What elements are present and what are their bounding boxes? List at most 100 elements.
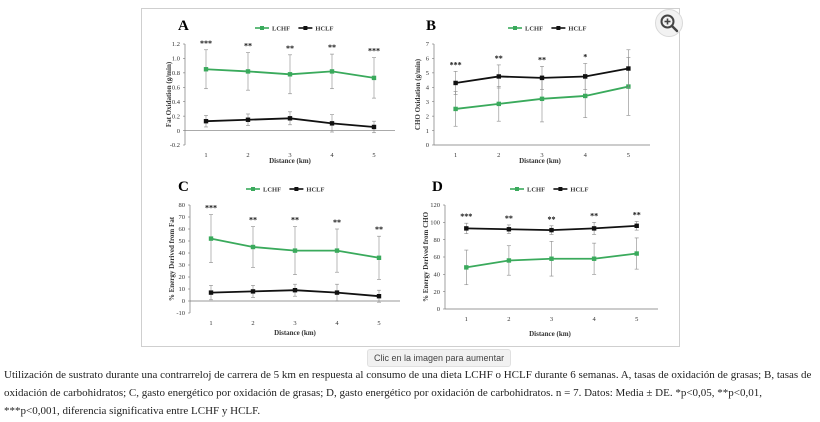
data-point [203, 118, 209, 124]
legend-marker [303, 26, 308, 30]
significance-marker: ** [286, 44, 294, 53]
y-axis-label: % Energy Derived from CHO [422, 211, 430, 302]
legend-marker [294, 187, 299, 191]
x-axis-label: Distance (km) [269, 157, 311, 165]
y-tick-label: 80 [179, 202, 186, 209]
y-tick-label: 60 [179, 226, 186, 233]
y-tick-label: 2 [426, 113, 429, 120]
panel-letter: A [178, 18, 189, 34]
panel-c: C -10 0 10 20 30 40 50 60 70 80 1 2 3 4 5 Distance (km)%… [168, 179, 400, 337]
significance-marker: ** [291, 216, 299, 225]
significance-marker: *** [450, 60, 462, 69]
panel-b: B 0 1 2 3 4 5 6 7 1 2 3 4 5 Distance (km) CHO Oxidation… [414, 18, 650, 165]
y-tick-label: 7 [426, 41, 430, 48]
significance-marker: ** [333, 218, 341, 227]
y-tick-label: 0.6 [172, 84, 181, 91]
y-tick-label: 0 [182, 298, 185, 305]
y-tick-label: 20 [179, 274, 186, 281]
data-point [506, 227, 512, 232]
data-point [634, 223, 639, 228]
significance-marker: ** [505, 214, 513, 223]
data-point [376, 255, 382, 260]
panel-letter: C [178, 179, 189, 195]
y-tick-label: 40 [179, 250, 186, 257]
significance-marker: ** [375, 225, 383, 234]
significance-marker: ** [548, 215, 556, 224]
y-tick-label: 20 [434, 289, 441, 296]
data-point [626, 66, 631, 71]
panel-letter: B [426, 18, 436, 34]
significance-marker: ** [590, 211, 598, 220]
x-tick-label: 1 [454, 152, 457, 159]
y-tick-label: 120 [430, 202, 440, 209]
panel-letter: D [432, 179, 443, 195]
panel-d: D 0 20 40 60 80 100 120 1 2 3 4 5 Distance (km) % Ener… [422, 179, 658, 338]
legend-label: LCHF [263, 186, 281, 193]
data-point [453, 80, 458, 86]
y-axis-label: Fat Oxidation (g/min) [165, 61, 173, 127]
figure-image[interactable] [141, 8, 680, 347]
x-tick-label: 1 [204, 152, 207, 159]
legend-label: LCHF [525, 25, 543, 32]
y-tick-label: 0 [426, 142, 429, 149]
data-point [250, 289, 256, 294]
y-tick-label: -10 [176, 310, 185, 317]
y-tick-label: 30 [179, 262, 186, 269]
y-tick-label: 60 [434, 254, 441, 261]
series-hclf [464, 221, 639, 235]
significance-marker: ** [538, 55, 546, 64]
data-point [287, 72, 293, 77]
data-point [203, 67, 209, 72]
y-tick-label: -0.2 [170, 142, 180, 149]
x-tick-label: 4 [592, 316, 596, 323]
data-point [539, 75, 545, 81]
data-point [287, 116, 293, 121]
y-tick-label: 70 [179, 214, 186, 221]
x-tick-label: 2 [507, 316, 510, 323]
y-tick-label: 0.4 [172, 99, 181, 106]
significance-marker: ** [633, 210, 641, 219]
y-tick-label: 6 [426, 56, 430, 63]
series-lchf [208, 214, 382, 280]
data-point [329, 69, 335, 74]
zoom-in-icon [660, 14, 679, 33]
data-point [591, 226, 597, 231]
x-axis-label: Distance (km) [274, 329, 316, 337]
data-point [591, 256, 597, 261]
significance-marker: *** [205, 204, 217, 213]
legend-marker [558, 187, 563, 191]
data-point [334, 248, 340, 253]
y-axis-label: CHO Oxidation (g/min) [414, 58, 422, 130]
y-tick-label: 50 [179, 238, 186, 245]
data-point [334, 290, 340, 295]
legend: LCHF HCLF [246, 186, 324, 193]
x-axis-label: Distance (km) [529, 330, 571, 338]
y-tick-label: 0.2 [172, 113, 180, 120]
y-tick-label: 1.0 [172, 56, 180, 63]
data-point [245, 69, 251, 74]
data-point [464, 226, 469, 231]
data-point [292, 288, 298, 293]
data-point [464, 265, 469, 270]
x-tick-label: 2 [246, 152, 249, 159]
data-point [371, 75, 377, 81]
significance-marker: *** [460, 212, 472, 221]
series-lchf [203, 49, 377, 99]
significance-marker: ** [328, 43, 336, 52]
zoom-button[interactable] [655, 9, 683, 37]
y-tick-label: 100 [430, 220, 440, 227]
legend-label: HCLF [315, 25, 333, 32]
data-point [549, 227, 554, 233]
data-point [208, 236, 214, 241]
series-hclf [203, 111, 377, 134]
panel-a: A -0.2 0 0.2 0.4 0.6 0.8 1.0 1.2 1 2 3 4 5 Distance (k… [165, 18, 395, 165]
x-axis-label: Distance (km) [519, 157, 561, 165]
significance-marker: * [583, 52, 587, 61]
data-point [549, 256, 554, 261]
x-tick-label: 2 [497, 152, 500, 159]
data-point [329, 121, 335, 126]
y-tick-label: 40 [434, 272, 441, 279]
y-tick-label: 0 [437, 306, 440, 313]
y-tick-label: 0 [177, 128, 180, 135]
